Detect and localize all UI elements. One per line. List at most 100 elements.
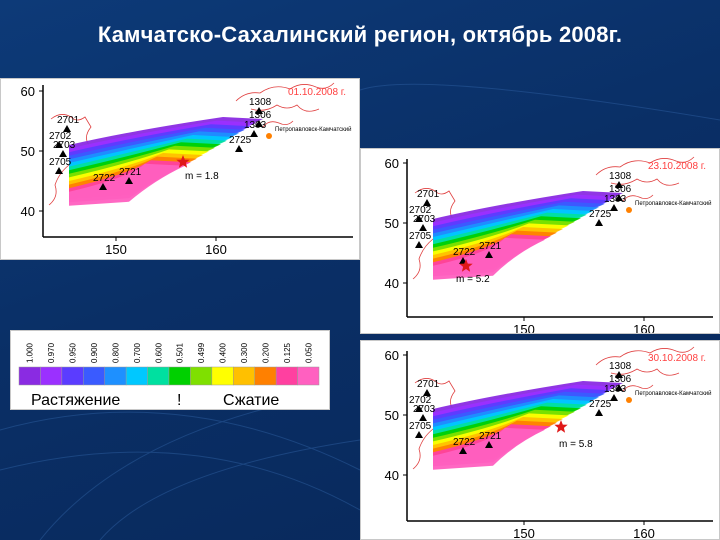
station-label: 2725 — [589, 399, 612, 410]
station-marker — [415, 215, 423, 222]
station-marker — [459, 447, 467, 454]
strain-field — [433, 191, 623, 280]
station-marker — [415, 241, 423, 248]
station-label: 2721 — [479, 241, 502, 252]
legend-tick-label: 0.800 — [111, 342, 120, 363]
station-label: 1303 — [244, 120, 267, 131]
station-marker — [255, 107, 263, 114]
legend-tick-label: 0.600 — [154, 342, 163, 363]
legend-tick-label: 0.700 — [133, 342, 142, 363]
legend-tick-label: 0.501 — [176, 342, 185, 363]
legend-swatch — [104, 366, 127, 386]
legend-swatch — [275, 366, 298, 386]
epicenter-star-icon — [554, 420, 568, 433]
station-label: 1306 — [249, 110, 272, 121]
station-label: 2705 — [409, 231, 432, 242]
station-label: 2725 — [229, 135, 252, 146]
station-label: 2702 — [409, 205, 432, 216]
legend-tick-label: 1.000 — [26, 342, 35, 363]
station-marker — [419, 224, 427, 231]
legend-swatch — [168, 366, 191, 386]
station-marker — [595, 219, 603, 226]
epicenter-star-icon — [459, 259, 473, 272]
station-marker — [55, 141, 63, 148]
legend-compress-label: Сжатие — [223, 392, 279, 409]
station-marker — [595, 409, 603, 416]
magnitude-label: m = 5.2 — [456, 274, 490, 285]
legend-swatch — [190, 366, 213, 386]
station-label: 2721 — [479, 431, 502, 442]
station-marker — [250, 130, 258, 137]
city-marker — [626, 397, 632, 403]
legend-tick-label: 0.950 — [69, 342, 78, 363]
x-tick-label: 150 — [105, 242, 127, 257]
city-marker — [626, 207, 632, 213]
station-marker — [615, 384, 623, 391]
station-label: 2722 — [453, 247, 476, 258]
station-label: 2703 — [413, 404, 436, 415]
legend-tick-label: 0.125 — [283, 342, 292, 363]
station-marker — [423, 389, 431, 396]
y-tick-label: 60 — [385, 156, 399, 171]
y-tick-label: 60 — [385, 348, 399, 363]
map-date: 23.10.2008 г. — [648, 161, 706, 172]
station-label: 1308 — [249, 97, 272, 108]
station-marker — [419, 414, 427, 421]
station-marker — [415, 405, 423, 412]
station-label: 1308 — [609, 361, 632, 372]
station-marker — [415, 431, 423, 438]
city-label: Петропавловск-Камчатский — [635, 200, 711, 207]
legend-swatch — [297, 366, 320, 386]
city-label: Петропавловск-Камчатский — [635, 390, 711, 397]
magnitude-label: m = 5.8 — [559, 439, 593, 450]
map-panel-3: 60 50 40 150 160 1308 1306 1303 2701 2702 2703 2705… — [360, 340, 720, 540]
y-tick-label: 50 — [385, 216, 399, 231]
legend-swatch — [83, 366, 105, 386]
map-date: 30.10.2008 г. — [648, 353, 706, 364]
map-date: 01.10.2008 г. — [288, 87, 346, 98]
map-panel-1: 60 50 40 150 160 1308 1306 1303 2701 2702 2703 2705… — [0, 78, 360, 260]
legend-tick-label: 0.970 — [47, 342, 56, 363]
legend-stretch-label: Растяжение — [31, 392, 120, 409]
x-tick-label: 160 — [633, 526, 655, 540]
x-tick-label: 150 — [513, 322, 535, 334]
strain-band — [433, 427, 545, 470]
y-tick-label: 50 — [21, 144, 35, 159]
station-label: 1306 — [609, 374, 632, 385]
legend-tick-label: 0.900 — [90, 342, 99, 363]
legend-tick-label: 0.400 — [219, 342, 228, 363]
magnitude-label: m = 1.8 — [185, 171, 219, 182]
map-panel-2: 60 50 40 150 160 1308 1306 1303 2701 2702 2703 2705… — [360, 148, 720, 334]
station-label: 2701 — [417, 379, 440, 390]
station-marker — [59, 150, 67, 157]
station-label: 2705 — [49, 157, 72, 168]
station-label: 2721 — [119, 167, 142, 178]
station-marker — [615, 194, 623, 201]
station-label: 2701 — [417, 189, 440, 200]
legend-tick-label: 0.200 — [261, 342, 270, 363]
station-marker — [610, 204, 618, 211]
slide-title: Камчатско-Сахалинский регион, октябрь 20… — [97, 22, 623, 47]
legend-tick-label: 0.050 — [304, 342, 313, 363]
legend-tick-label: 0.499 — [197, 342, 206, 363]
legend-swatch — [125, 366, 148, 386]
station-label: 2702 — [409, 395, 432, 406]
station-label: 2722 — [453, 437, 476, 448]
station-marker — [610, 394, 618, 401]
legend-swatch — [233, 366, 255, 386]
station-label: 1308 — [609, 171, 632, 182]
x-tick-label: 150 — [513, 526, 535, 540]
legend-tick-label: 0.300 — [240, 342, 249, 363]
x-tick-label: 160 — [633, 322, 655, 334]
station-label: 2725 — [589, 209, 612, 220]
station-label: 1303 — [604, 384, 627, 395]
station-label: 2702 — [49, 131, 72, 142]
station-label: 2701 — [57, 115, 80, 126]
